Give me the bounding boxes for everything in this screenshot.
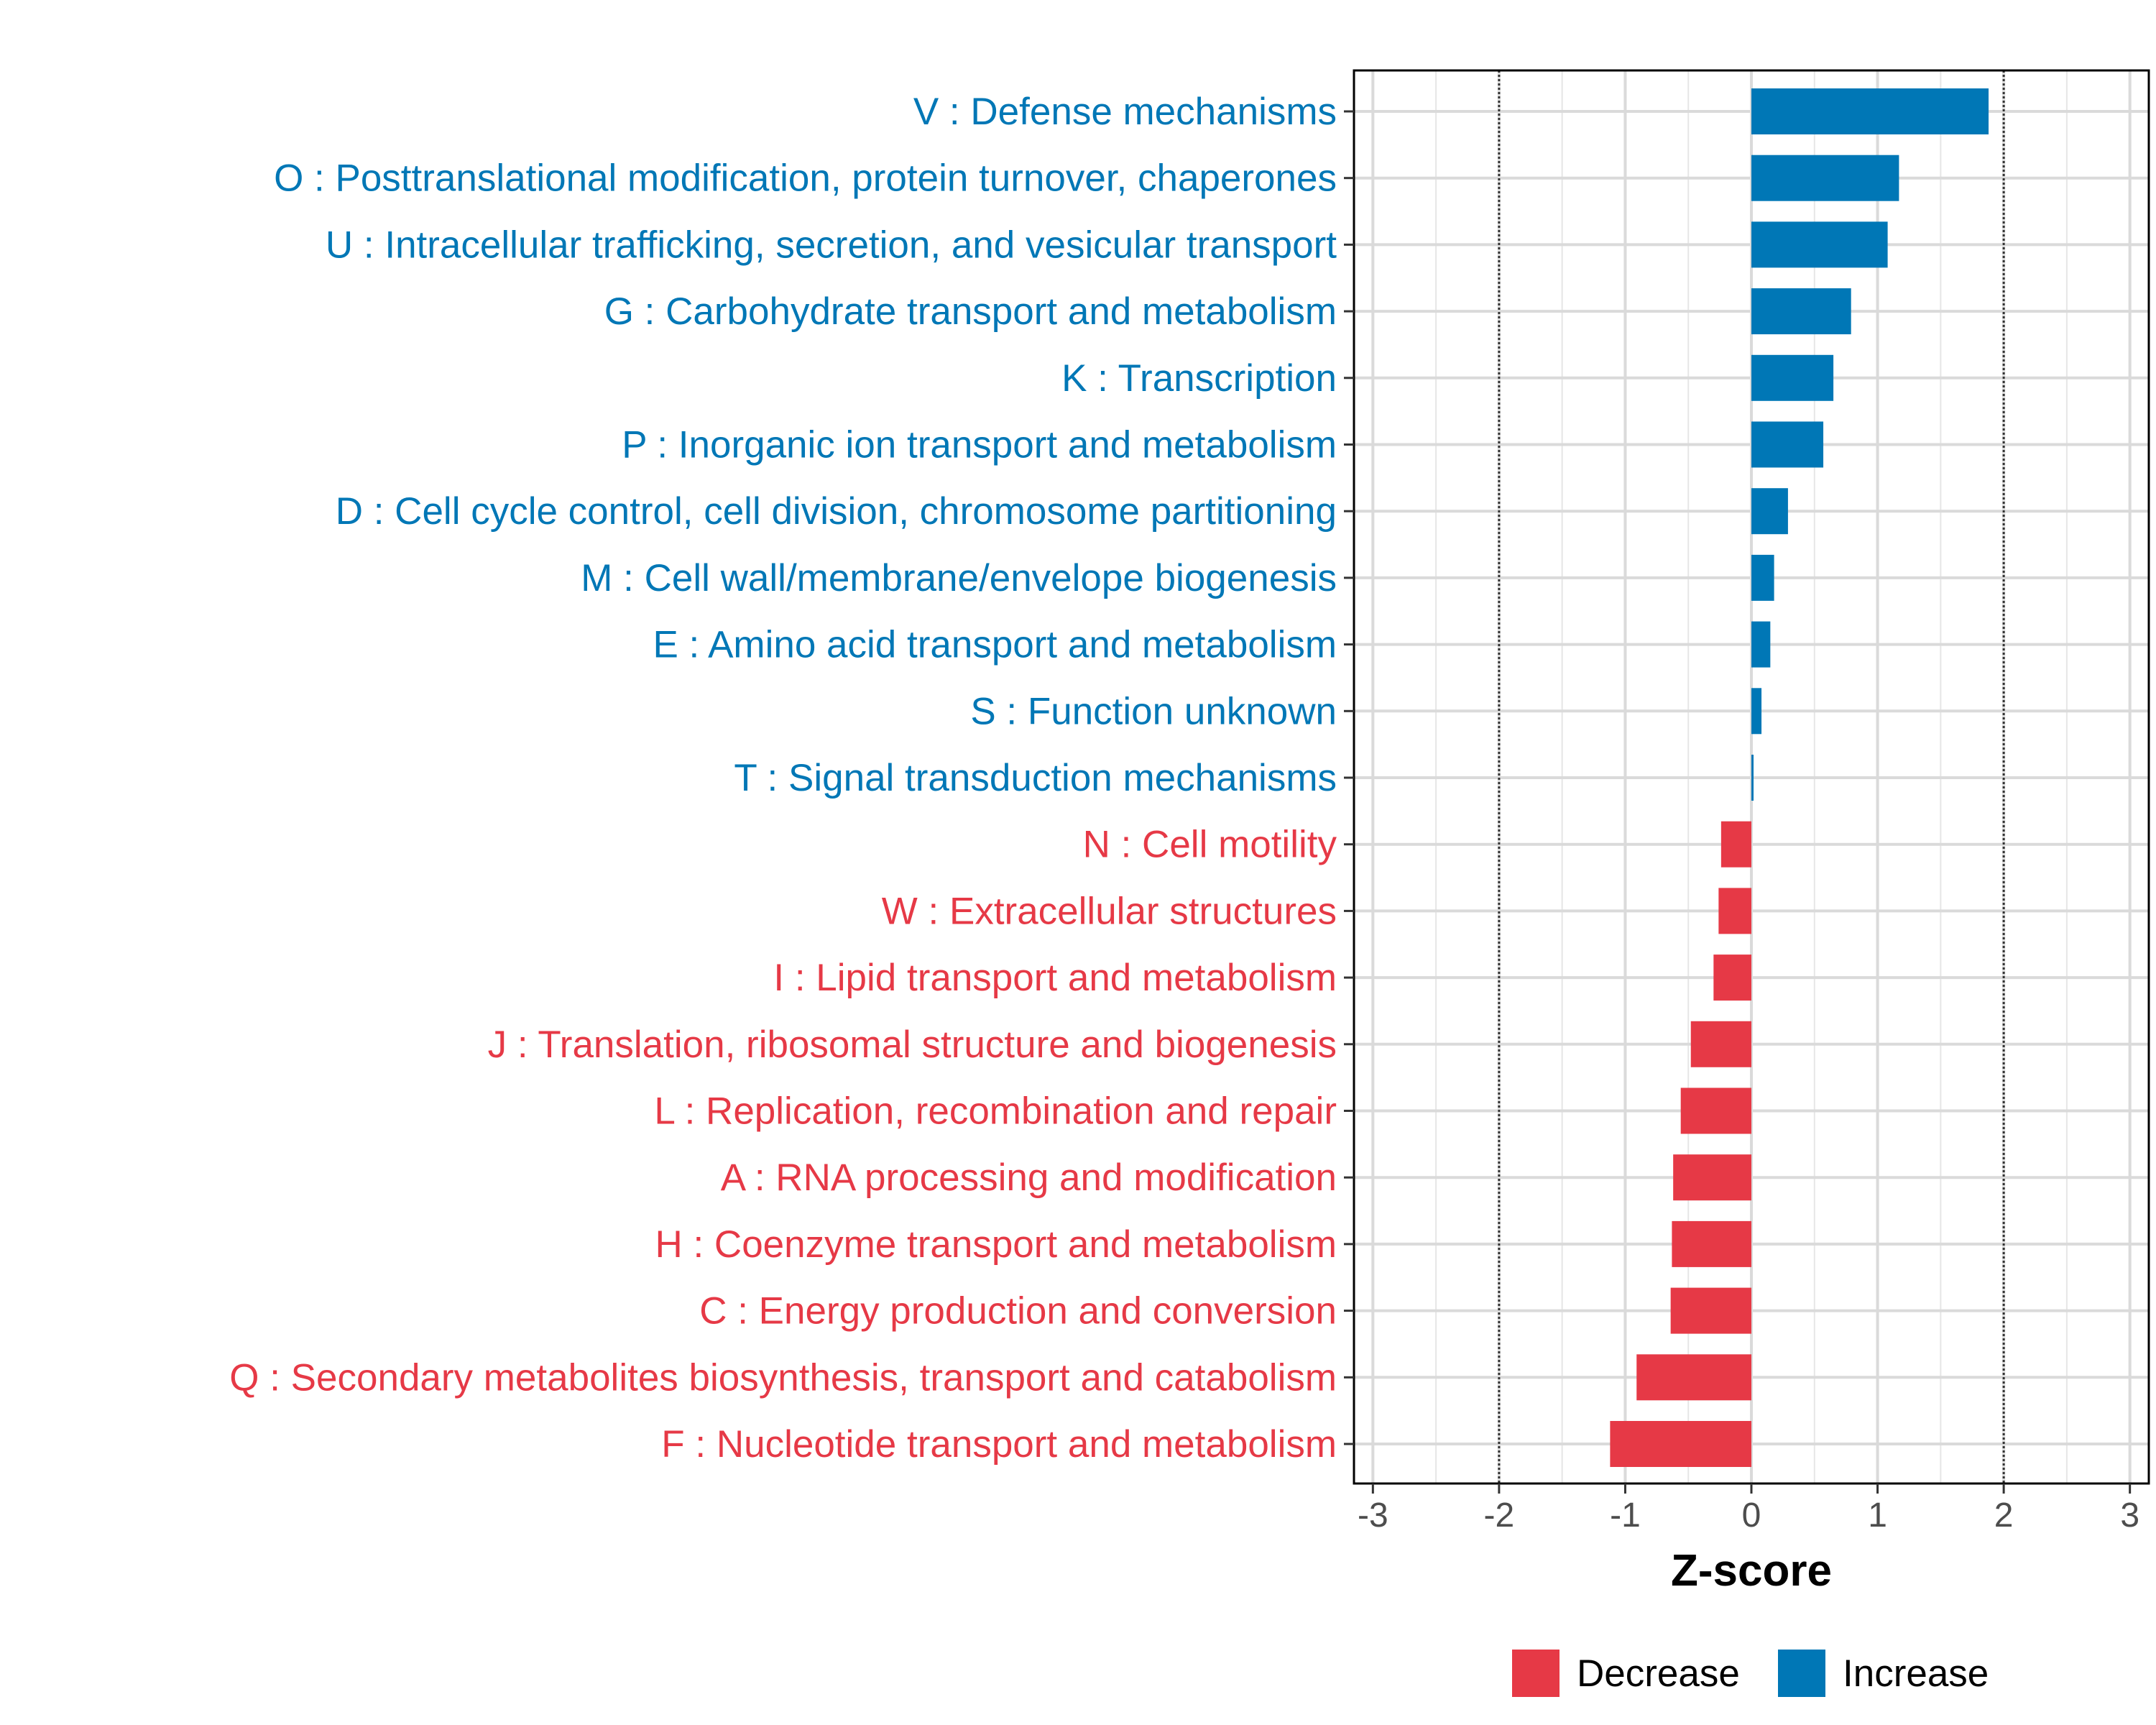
category-label: Q : Secondary metabolites biosynthesis, … [229,1356,1337,1399]
bar [1610,1421,1751,1467]
category-label: U : Intracellular trafficking, secretion… [326,224,1337,266]
x-axis-title: Z-score [1671,1546,1832,1596]
bar [1751,621,1771,668]
x-tick-label: 3 [2120,1496,2139,1535]
category-label: V : Defense mechanisms [913,91,1337,133]
category-label: L : Replication, recombination and repai… [654,1090,1337,1133]
bar [1673,1154,1751,1201]
x-axis-ticks: -3 -2 -1 0 1 2 3 [1358,1484,2139,1535]
category-label: W : Extracellular structures [882,890,1337,932]
x-tick-label: 0 [1742,1496,1761,1535]
bar [1751,288,1851,335]
bar [1751,755,1754,801]
x-tick-label: -2 [1484,1496,1515,1535]
bar [1670,1287,1751,1334]
category-label: O : Posttranslational modification, prot… [274,157,1337,200]
bar [1720,821,1751,868]
reference-lines [1498,70,2005,1484]
category-label: M : Cell wall/membrane/envelope biogenes… [581,557,1337,599]
x-tick-label: 2 [1994,1496,2014,1535]
category-label: I : Lipid transport and metabolism [773,957,1337,999]
legend-label-increase: Increase [1843,1652,1989,1695]
category-label: K : Transcription [1061,357,1337,400]
category-label: A : RNA processing and modification [721,1156,1337,1199]
category-label: E : Amino acid transport and metabolism [653,624,1337,666]
legend-swatch-increase [1778,1650,1825,1697]
bar [1672,1220,1751,1267]
bar [1751,88,1989,134]
bar [1751,488,1788,535]
bar [1751,155,1899,201]
x-tick-label: 1 [1868,1496,1887,1535]
category-label: T : Signal transduction mechanisms [734,757,1337,799]
bar [1751,421,1824,468]
category-label: J : Translation, ribosomal structure and… [488,1024,1337,1066]
category-label: D : Cell cycle control, cell division, c… [336,490,1337,533]
category-label: S : Function unknown [970,690,1337,732]
legend-swatch-decrease [1512,1650,1560,1697]
bar [1751,688,1762,735]
legend: Decrease Increase [1512,1650,1989,1697]
bar [1751,554,1774,601]
bar [1680,1087,1751,1134]
bar [1718,888,1751,934]
category-label: F : Nucleotide transport and metabolism [661,1423,1337,1466]
x-tick-label: -1 [1610,1496,1641,1535]
x-tick-label: -3 [1358,1496,1388,1535]
bar [1751,221,1888,268]
category-label: P : Inorganic ion transport and metaboli… [622,424,1337,466]
category-label: N : Cell motility [1083,824,1337,866]
bar [1751,354,1834,401]
bar [1690,1021,1751,1067]
category-label: C : Energy production and conversion [699,1290,1337,1333]
y-axis-ticks: V : Defense mechanisms O : Posttranslatio… [229,91,1354,1466]
category-label: H : Coenzyme transport and metabolism [655,1223,1337,1266]
bar [1713,954,1751,1001]
legend-label-decrease: Decrease [1577,1652,1740,1695]
category-label: G : Carbohydrate transport and metabolis… [604,290,1337,333]
bars [1610,88,1989,1467]
bar [1636,1354,1751,1401]
